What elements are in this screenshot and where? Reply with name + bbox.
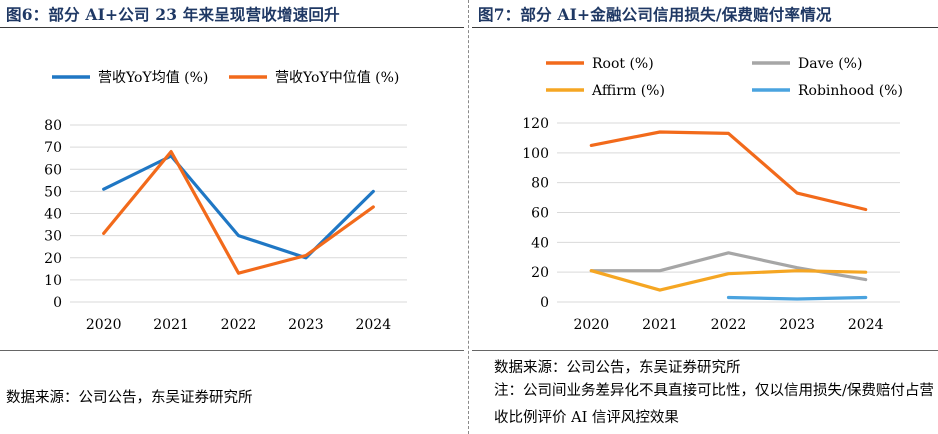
fig6-series-line-1 — [102, 150, 375, 275]
figure-6-source: 数据来源：公司公告，东吴证券研究所 — [6, 390, 253, 406]
fig7-x-tick-label: 2024 — [848, 317, 884, 333]
fig6-y-tick-label: 50 — [44, 184, 62, 200]
fig7-series-line-3 — [726, 295, 868, 301]
fig6-x-tick-label: 2023 — [288, 317, 324, 333]
fig6-x-tick-label: 2020 — [86, 317, 122, 333]
fig7-x-tick-label: 2020 — [573, 317, 609, 333]
fig7-legend-label-0: Root (%) — [592, 56, 654, 72]
figure-6-panel: 图6：部分 AI+公司 23 年来呈现营收增速回升 0 10 20 30 40 50 60 7… — [0, 0, 464, 434]
fig6-y-tick-label: 60 — [44, 162, 62, 178]
fig7-y-tick-label: 80 — [531, 176, 549, 192]
figure-7-panel: 图7：部分 AI+金融公司信用损失/保费赔付率情况 0 20 40 60 80 100 12… — [472, 0, 938, 434]
fig7-legend-label-3: Robinhood (%) — [798, 83, 903, 99]
fig6-y-tick-label: 40 — [44, 207, 62, 223]
fig6-y-tick-label: 30 — [44, 229, 62, 245]
fig6-legend-label-0: 营收YoY均值 (%) — [98, 70, 208, 86]
fig7-y-tick-label: 0 — [540, 295, 549, 311]
fig6-y-tick-label: 10 — [44, 273, 62, 289]
fig6-y-tick-label: 80 — [44, 118, 62, 134]
figure-7-bottom-rule — [472, 350, 938, 351]
figure-7-source: 数据来源：公司公告，东吴证券研究所 — [494, 360, 741, 376]
figure-7-top-rule — [472, 27, 938, 28]
figure-6-top-rule — [0, 27, 464, 28]
figure-6-title: 图6：部分 AI+公司 23 年来呈现营收增速回升 — [6, 5, 340, 24]
fig6-legend-label-1: 营收YoY中位值 (%) — [275, 70, 399, 86]
fig7-y-tick-label: 20 — [531, 265, 549, 281]
fig7-legend-label-1: Dave (%) — [798, 56, 862, 72]
fig6-y-tick-label: 0 — [53, 295, 62, 311]
fig6-series-line-0 — [102, 154, 375, 260]
fig6-y-tick-label: 20 — [44, 251, 62, 267]
figure-7-chart: 0 20 40 60 80 100 120 2020 2021 2022 2023 2024 Root … — [522, 56, 903, 333]
fig7-series-line-2 — [589, 269, 868, 292]
fig7-x-tick-label: 2021 — [642, 317, 678, 333]
fig7-y-tick-label: 40 — [531, 235, 549, 251]
figure-7-note: 注：公司间业务差异化不具直接可比性，仅以信用损失/保费赔付占营收比例评价 AI … — [494, 383, 934, 426]
fig6-y-tick-label: 70 — [44, 140, 62, 156]
fig6-x-tick-label: 2021 — [153, 317, 189, 333]
fig6-x-tick-label: 2024 — [355, 317, 391, 333]
fig7-y-tick-label: 100 — [522, 146, 549, 162]
fig6-x-tick-label: 2022 — [221, 317, 257, 333]
fig7-series-line-0 — [589, 130, 868, 212]
figure-6-chart: 0 10 20 30 40 50 60 70 80 2020 2021 2022 2023 2024 营收Y… — [44, 70, 407, 333]
fig7-x-tick-label: 2023 — [779, 317, 815, 333]
panel-divider — [468, 0, 469, 434]
figure-6-bottom-rule — [0, 350, 464, 351]
fig7-y-tick-label: 60 — [531, 206, 549, 222]
fig7-x-tick-label: 2022 — [711, 317, 747, 333]
fig7-y-tick-label: 120 — [522, 116, 549, 132]
fig7-series-line-1 — [589, 251, 868, 282]
fig7-legend-label-2: Affirm (%) — [591, 83, 665, 99]
figure-7-title: 图7：部分 AI+金融公司信用损失/保费赔付率情况 — [478, 5, 832, 24]
